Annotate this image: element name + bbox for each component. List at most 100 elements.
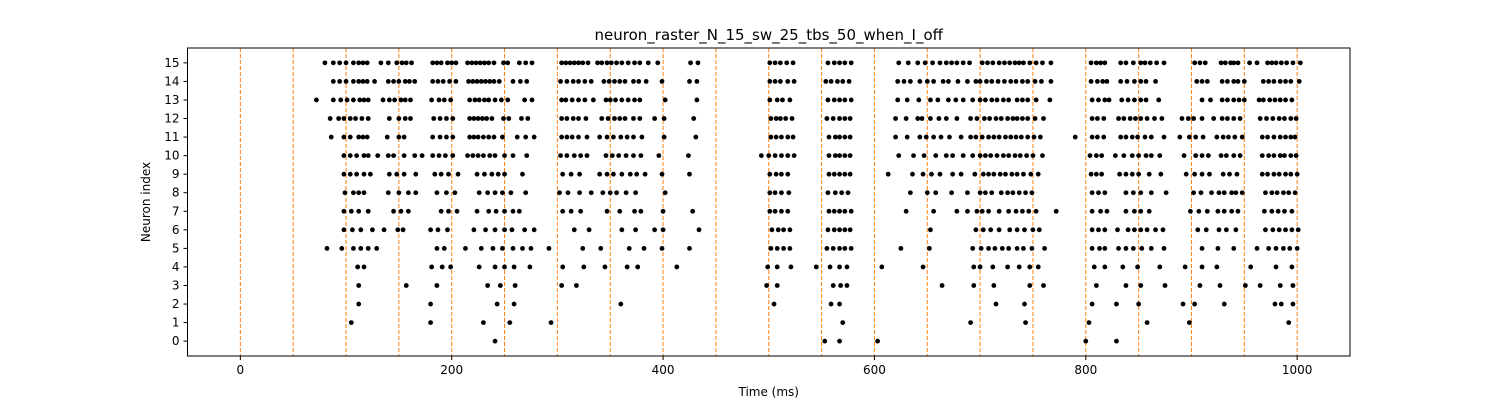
spike-point <box>638 208 644 214</box>
spike-point <box>831 171 837 177</box>
spike-point <box>1035 171 1041 177</box>
spike-point <box>1265 60 1270 66</box>
spike-point <box>1248 264 1254 270</box>
spike-point <box>492 264 498 270</box>
spike-point <box>437 116 443 121</box>
spike-point <box>1023 190 1028 196</box>
spike-point <box>396 78 402 84</box>
spike-point <box>569 97 575 103</box>
spike-point <box>977 78 983 84</box>
spike-point <box>440 78 446 84</box>
spike-point <box>585 60 591 66</box>
spike-point <box>560 264 566 270</box>
spike-point <box>946 97 951 103</box>
spike-point <box>512 283 518 288</box>
spike-point <box>1086 320 1092 326</box>
spike-point <box>1265 134 1270 140</box>
spike-point <box>1012 153 1018 159</box>
spike-point <box>613 97 618 103</box>
spike-point <box>1209 190 1214 196</box>
spike-point <box>879 264 885 270</box>
spike-point <box>1216 227 1222 233</box>
spike-point <box>991 134 997 140</box>
x-tick-label: 1000 <box>1282 363 1313 377</box>
spike-point <box>1027 60 1033 66</box>
spike-point <box>381 227 387 233</box>
spike-point <box>449 60 455 66</box>
spike-point <box>598 245 604 251</box>
spike-point <box>842 116 848 121</box>
spike-point <box>781 227 786 233</box>
spike-point <box>475 116 481 121</box>
spike-point <box>428 301 433 307</box>
spike-point <box>632 208 637 214</box>
spike-point <box>1023 320 1028 326</box>
spike-point <box>1000 97 1006 103</box>
spike-point <box>1272 301 1278 307</box>
spike-point <box>1211 116 1217 121</box>
spike-point <box>1028 171 1034 177</box>
spike-point <box>1148 245 1154 251</box>
x-tick-label: 800 <box>1074 363 1097 377</box>
spike-point <box>328 134 334 140</box>
spike-point <box>408 116 413 121</box>
spike-point <box>687 78 692 84</box>
spike-point <box>453 60 459 66</box>
spike-point <box>560 171 566 177</box>
spike-point <box>967 60 972 66</box>
spike-point <box>445 227 450 233</box>
spike-point <box>1286 190 1292 196</box>
spike-point <box>559 116 565 121</box>
spike-point <box>1019 97 1025 103</box>
neuron-0-spikes <box>492 338 1119 344</box>
spike-point <box>385 190 391 196</box>
spike-point <box>988 227 994 233</box>
spike-point <box>830 116 836 121</box>
spike-point <box>358 227 364 233</box>
spike-point <box>970 153 976 159</box>
spike-point <box>435 78 441 84</box>
spike-point <box>444 134 449 140</box>
y-tick-label: 15 <box>164 56 179 70</box>
spike-point <box>365 116 371 121</box>
spike-point <box>438 208 444 214</box>
spike-point <box>1036 227 1042 233</box>
spike-point <box>564 153 570 159</box>
spike-point <box>1033 60 1039 66</box>
spike-point <box>767 97 773 103</box>
spike-point <box>996 227 1002 233</box>
spike-point <box>1008 78 1014 84</box>
spike-point <box>322 60 328 66</box>
spike-point <box>986 245 991 251</box>
spike-point <box>571 60 577 66</box>
spike-point <box>971 283 977 288</box>
spike-point <box>496 78 502 84</box>
spike-point <box>1283 78 1288 84</box>
spike-point <box>1123 208 1129 214</box>
spike-point <box>560 208 566 214</box>
spike-point <box>1239 190 1245 196</box>
spike-point <box>1136 171 1142 177</box>
spike-point <box>1100 78 1106 84</box>
spike-point <box>938 134 944 140</box>
spike-point <box>588 190 594 196</box>
spike-point <box>660 227 666 233</box>
y-tick-label: 9 <box>172 167 180 181</box>
spike-point <box>467 134 473 140</box>
spike-point <box>475 134 481 140</box>
spike-point <box>1199 264 1205 270</box>
spike-point <box>1231 153 1237 159</box>
spike-point <box>790 134 796 140</box>
spike-point <box>973 78 979 84</box>
spike-point <box>1010 190 1016 196</box>
spike-point <box>958 134 964 140</box>
spike-point <box>365 245 371 251</box>
spike-point <box>601 78 607 84</box>
spike-point <box>447 78 452 84</box>
spike-point <box>1282 208 1287 214</box>
spike-point <box>1157 264 1163 270</box>
spike-point <box>1290 301 1296 307</box>
spike-point <box>659 78 665 84</box>
spike-point <box>930 60 935 66</box>
spike-point <box>1083 338 1089 344</box>
